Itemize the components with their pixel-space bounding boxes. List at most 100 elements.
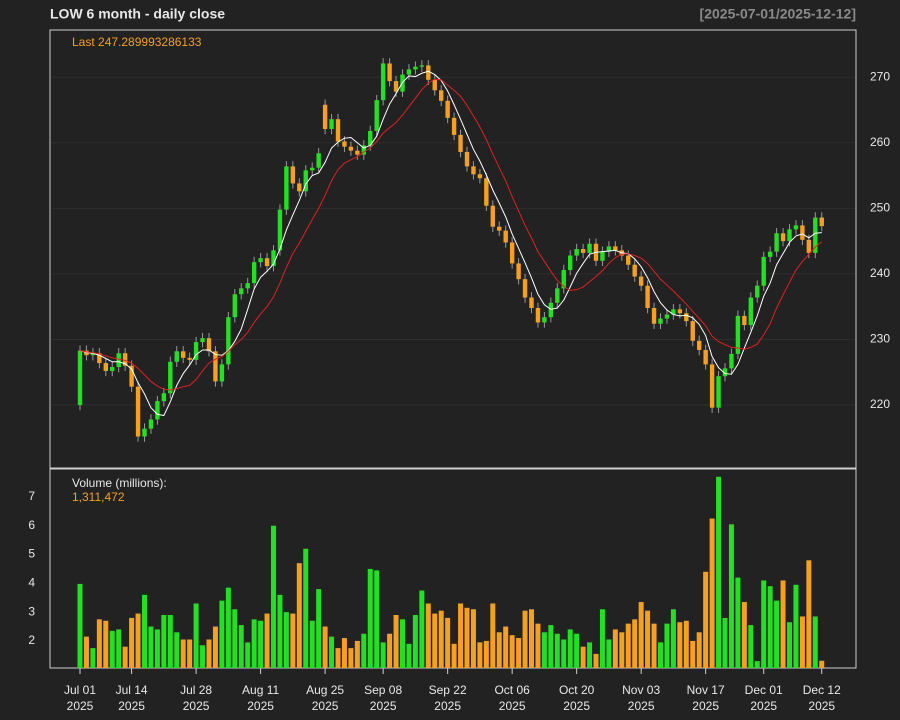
candle-body	[658, 318, 663, 324]
candle-body	[232, 294, 237, 318]
volume-bar	[638, 602, 644, 668]
volume-bar	[193, 603, 199, 668]
volume-bar	[806, 560, 812, 668]
candle-body	[568, 255, 573, 270]
volume-bar	[490, 603, 496, 668]
volume-bar	[283, 612, 289, 668]
volume-bar	[341, 638, 347, 668]
volume-bar	[477, 642, 483, 668]
volume-bar	[438, 610, 444, 668]
volume-bar	[316, 589, 322, 668]
volume-bar	[180, 639, 186, 668]
candle-body	[329, 119, 334, 130]
candle-body	[413, 66, 418, 70]
candle-body	[645, 285, 650, 309]
volume-bar	[567, 629, 573, 668]
volume-bar	[754, 661, 760, 668]
volume-bar	[96, 619, 102, 668]
candle-body	[342, 141, 347, 147]
volume-bar	[554, 633, 560, 668]
volume-bar	[380, 642, 386, 668]
candle-body	[245, 283, 250, 289]
candle-body	[380, 63, 386, 101]
candle-body	[322, 104, 328, 130]
candle-body	[813, 217, 818, 253]
candle-body	[587, 243, 592, 253]
volume-bar	[645, 610, 651, 668]
candle-body	[445, 100, 450, 118]
candle-body	[187, 357, 192, 360]
x-tick-year: 2025	[118, 699, 145, 713]
volume-bar	[632, 619, 638, 668]
candle-body	[374, 100, 379, 131]
candle-body	[297, 183, 302, 192]
volume-bar	[735, 577, 741, 668]
volume-bar	[728, 524, 734, 668]
candle-body	[335, 119, 341, 142]
candle-body	[426, 65, 431, 80]
candle-body	[632, 264, 637, 277]
candle-body	[251, 262, 257, 284]
volume-bar	[116, 629, 122, 668]
volume-bar	[819, 660, 825, 668]
volume-bar	[767, 586, 773, 668]
volume-bar	[303, 548, 309, 668]
volume-bar	[258, 620, 264, 668]
x-tick-label: Nov 03	[622, 683, 660, 697]
candle-body	[116, 353, 121, 368]
volume-label: Volume (millions):	[72, 476, 167, 490]
y-tick-label: 270	[870, 69, 890, 83]
candle-body	[729, 353, 734, 369]
volume-bar	[561, 639, 567, 668]
volume-bar	[296, 563, 302, 668]
candle-body	[477, 174, 483, 179]
volume-bar	[167, 615, 173, 668]
candle-body	[561, 269, 566, 289]
x-tick-year: 2025	[499, 699, 526, 713]
grid: 220 230 240 250 260 270 2 3 4 5 6 7 Jul 01 2025 Jul 14…	[28, 69, 890, 713]
volume-bar	[361, 633, 367, 668]
candle-body	[161, 393, 167, 402]
volume-bar	[238, 625, 244, 668]
x-tick-label: Sep 22	[429, 683, 467, 697]
moving-average	[79, 70, 822, 417]
y-tick-label: 4	[28, 576, 35, 590]
y-tick-label: 2	[28, 633, 35, 647]
volume-bar	[690, 640, 696, 668]
candle-body	[174, 351, 179, 362]
candle-body	[761, 256, 766, 286]
x-tick-year: 2025	[183, 699, 210, 713]
volume-bar	[309, 620, 315, 668]
candle-body	[110, 367, 115, 371]
x-tick-year: 2025	[692, 699, 719, 713]
candle-body	[258, 258, 263, 263]
volume-bar	[509, 635, 515, 668]
candle-body	[348, 146, 354, 151]
volume-bar	[374, 570, 380, 668]
volume-bar	[761, 580, 767, 668]
candle-body	[303, 170, 308, 192]
candle-body	[677, 309, 683, 314]
y-tick-label: 260	[870, 135, 890, 149]
volume-bar	[483, 640, 489, 668]
candle-body	[142, 428, 147, 437]
volume-bar	[277, 594, 283, 668]
volume-bar	[658, 642, 663, 668]
candle-body	[542, 317, 547, 323]
x-tick-label: Nov 17	[687, 683, 725, 697]
x-tick-label: Sep 08	[364, 683, 402, 697]
volume-bar	[580, 646, 586, 668]
volume-bar	[464, 607, 470, 668]
y-tick-label: 3	[28, 604, 35, 618]
volume-bar	[651, 623, 657, 668]
x-tick-year: 2025	[67, 699, 94, 713]
candle-body	[497, 226, 502, 231]
volume-bar	[619, 632, 625, 668]
candle-body	[522, 279, 528, 298]
candle-body	[606, 246, 612, 252]
volume-bar	[322, 626, 328, 668]
volume-bar	[174, 632, 180, 668]
candle-body	[271, 250, 276, 267]
volume-bar	[496, 632, 502, 668]
